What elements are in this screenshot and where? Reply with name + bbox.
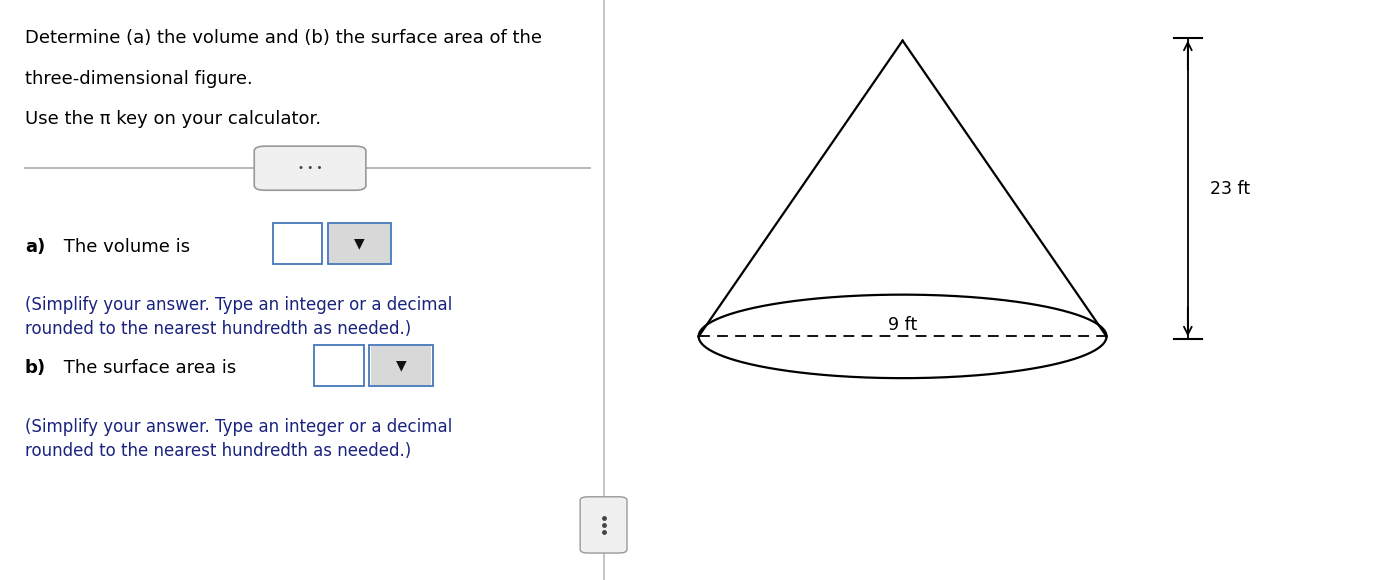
Text: a): a)	[25, 237, 45, 256]
FancyBboxPatch shape	[314, 345, 364, 386]
Text: b): b)	[25, 359, 45, 378]
FancyBboxPatch shape	[369, 345, 433, 386]
FancyBboxPatch shape	[580, 496, 627, 553]
Text: The volume is: The volume is	[58, 237, 190, 256]
Text: (Simplify your answer. Type an integer or a decimal: (Simplify your answer. Type an integer o…	[25, 296, 452, 314]
Text: (Simplify your answer. Type an integer or a decimal: (Simplify your answer. Type an integer o…	[25, 418, 452, 436]
Text: ▼: ▼	[354, 237, 365, 251]
Text: rounded to the nearest hundredth as needed.): rounded to the nearest hundredth as need…	[25, 442, 411, 460]
FancyBboxPatch shape	[273, 223, 322, 264]
Text: Determine (a) the volume and (b) the surface area of the: Determine (a) the volume and (b) the sur…	[25, 29, 542, 47]
Text: ▼: ▼	[395, 358, 407, 372]
FancyBboxPatch shape	[328, 223, 391, 264]
FancyBboxPatch shape	[329, 224, 390, 263]
Text: rounded to the nearest hundredth as needed.): rounded to the nearest hundredth as need…	[25, 320, 411, 338]
Text: 23 ft: 23 ft	[1210, 179, 1250, 198]
Text: 9 ft: 9 ft	[887, 316, 918, 334]
FancyBboxPatch shape	[254, 146, 367, 190]
Text: Use the π key on your calculator.: Use the π key on your calculator.	[25, 110, 321, 128]
Text: The surface area is: The surface area is	[58, 359, 236, 378]
Text: • • •: • • •	[298, 163, 322, 173]
FancyBboxPatch shape	[371, 346, 431, 385]
Text: three-dimensional figure.: three-dimensional figure.	[25, 70, 252, 88]
